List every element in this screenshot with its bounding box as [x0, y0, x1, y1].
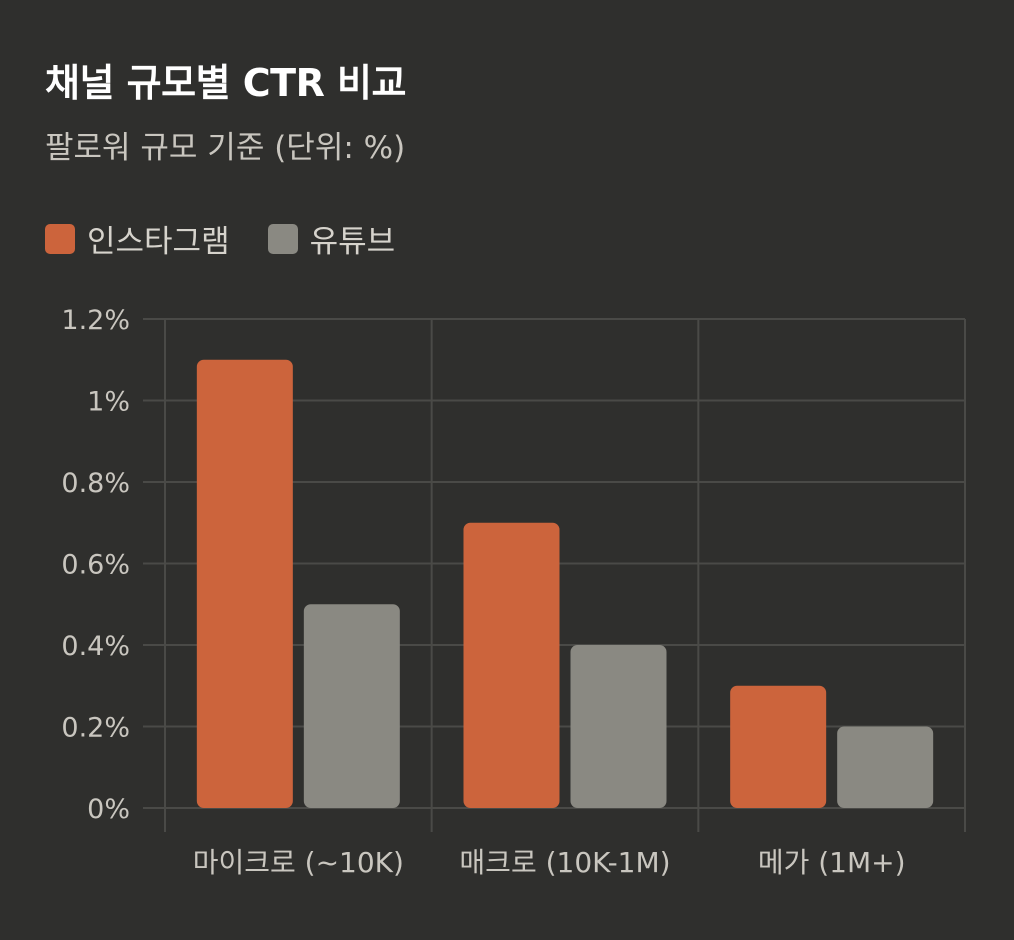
x-tick-label: 마이크로 (~10K) [193, 846, 404, 879]
y-tick-label: 1.2% [61, 305, 130, 336]
bar-instagram-0[interactable] [196, 359, 293, 808]
bar-youtube-2[interactable] [837, 726, 934, 809]
y-tick-label: 0.8% [61, 468, 130, 499]
legend-swatch-instagram [45, 223, 75, 254]
legend-item-instagram[interactable]: 인스타그램 [45, 216, 230, 261]
chart-title: 채널 규모별 CTR 비교 [45, 61, 406, 105]
y-tick-label: 0% [87, 794, 130, 825]
y-tick-label: 0.4% [61, 631, 130, 662]
legend-label-instagram: 인스타그램 [87, 224, 230, 260]
x-tick-label: 메가 (1M+) [758, 846, 906, 879]
y-tick-label: 1% [87, 387, 130, 418]
y-tick-label: 0.6% [61, 550, 130, 581]
legend-label-youtube: 유튜브 [309, 224, 396, 260]
x-tick-label: 매크로 (10K-1M) [459, 846, 670, 879]
chart-subtitle: 팔로워 규모 기준 (단위: %) [45, 130, 406, 166]
legend-item-youtube[interactable]: 유튜브 [267, 216, 396, 261]
bar-youtube-1[interactable] [570, 645, 667, 808]
bar-youtube-0[interactable] [303, 604, 400, 808]
bar-instagram-2[interactable] [730, 685, 827, 808]
chart-legend: 인스타그램 유튜브 [45, 216, 433, 261]
y-tick-label: 0.2% [61, 713, 130, 744]
legend-swatch-youtube [267, 223, 298, 254]
bar-instagram-1[interactable] [463, 522, 560, 808]
